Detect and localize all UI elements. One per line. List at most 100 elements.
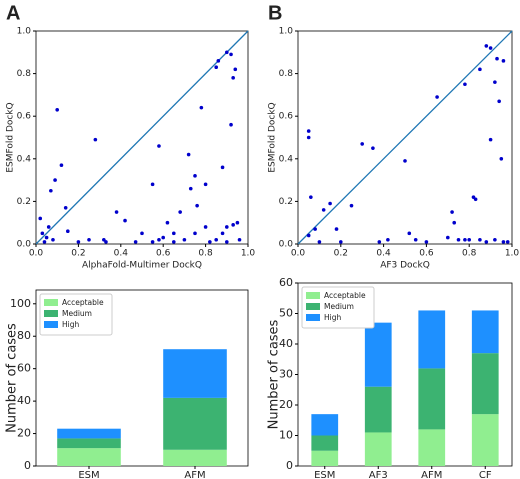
point	[150, 240, 155, 244]
point	[178, 210, 182, 214]
point	[450, 210, 454, 214]
point	[478, 67, 482, 72]
point	[235, 220, 240, 225]
point	[446, 235, 450, 240]
bar-segment	[471, 414, 499, 466]
y-tick-label: 0	[24, 459, 31, 472]
point	[195, 203, 199, 208]
x-axis-title: AF3 DockQ	[380, 261, 430, 271]
point	[220, 231, 225, 236]
legend-swatch	[306, 292, 320, 299]
point	[182, 237, 187, 242]
point	[186, 152, 191, 157]
diagonal	[297, 30, 513, 245]
legend-swatch	[44, 299, 58, 306]
point	[59, 163, 64, 167]
point	[225, 240, 229, 244]
y-tick-label: 40	[279, 337, 293, 350]
point	[140, 231, 144, 236]
point	[172, 231, 176, 236]
point	[463, 82, 467, 87]
point	[214, 237, 218, 242]
bar-segment	[311, 450, 339, 466]
point	[133, 240, 138, 244]
y-tick-label: 60	[279, 276, 293, 289]
y-tick-label: 30	[279, 368, 293, 381]
x-axis-title: AlphaFold-Multimer DockQ	[82, 261, 202, 271]
point	[493, 237, 497, 242]
point	[407, 231, 412, 236]
point	[225, 225, 229, 229]
y-tick-label: 10	[279, 429, 293, 442]
point	[114, 210, 119, 214]
point	[233, 67, 238, 72]
x-tick-label: 1.0	[505, 249, 520, 259]
point	[42, 240, 47, 244]
point	[53, 178, 57, 182]
point	[413, 237, 418, 242]
point	[456, 237, 461, 242]
point	[306, 233, 311, 238]
x-tick-label: AFM	[421, 470, 442, 479]
bar-segment	[418, 310, 446, 369]
legend-swatch	[44, 310, 58, 317]
point	[497, 99, 501, 104]
legend-label: Medium	[62, 309, 92, 318]
point	[157, 144, 161, 148]
y-tick-label: 0.4	[17, 154, 32, 164]
point	[55, 108, 59, 112]
y-tick-label: 0.2	[17, 197, 31, 207]
point	[123, 218, 127, 223]
point	[229, 52, 233, 57]
y-tick-label: 1.0	[279, 27, 294, 37]
y-axis-title: Number of cases	[5, 323, 20, 433]
y-tick-label: 0.6	[279, 112, 294, 122]
point	[377, 240, 382, 244]
point	[403, 159, 407, 163]
point	[161, 235, 165, 240]
x-tick-label: 1.0	[241, 249, 256, 259]
point	[463, 237, 467, 242]
point	[165, 220, 170, 225]
y-tick-label: 20	[279, 398, 293, 411]
point	[313, 227, 317, 231]
y-tick-label: 0.2	[279, 197, 293, 207]
y-tick-label: 0.6	[17, 112, 32, 122]
point	[172, 240, 176, 244]
point	[63, 205, 68, 210]
x-tick-label: 0.6	[419, 249, 434, 259]
y-tick-label: 1.0	[17, 27, 32, 37]
point	[317, 240, 322, 244]
bar-segment	[311, 435, 339, 451]
x-tick-label: AFM	[184, 470, 205, 479]
y-tick-label: 0.4	[279, 154, 294, 164]
bar-segment	[418, 368, 446, 430]
bar-segment	[57, 428, 121, 439]
y-tick-label: 100	[10, 297, 31, 310]
y-axis-title: Number of cases	[267, 319, 282, 429]
point	[104, 240, 108, 244]
point	[46, 225, 51, 229]
bar-segment	[163, 349, 227, 398]
point	[87, 237, 91, 242]
point	[193, 174, 197, 178]
point	[51, 237, 55, 242]
legend-swatch	[306, 303, 320, 310]
legend-label: Acceptable	[62, 298, 104, 307]
point	[334, 227, 339, 231]
plot-frame	[35, 30, 249, 245]
legend-label: High	[62, 320, 79, 329]
point	[216, 59, 221, 63]
point	[306, 135, 311, 140]
point	[203, 182, 208, 187]
point	[38, 216, 43, 221]
point	[199, 105, 204, 110]
point	[424, 240, 429, 244]
y-tick-label: 80	[17, 329, 31, 342]
point	[371, 146, 375, 150]
point	[44, 235, 49, 240]
point	[188, 186, 193, 191]
point	[225, 50, 229, 55]
